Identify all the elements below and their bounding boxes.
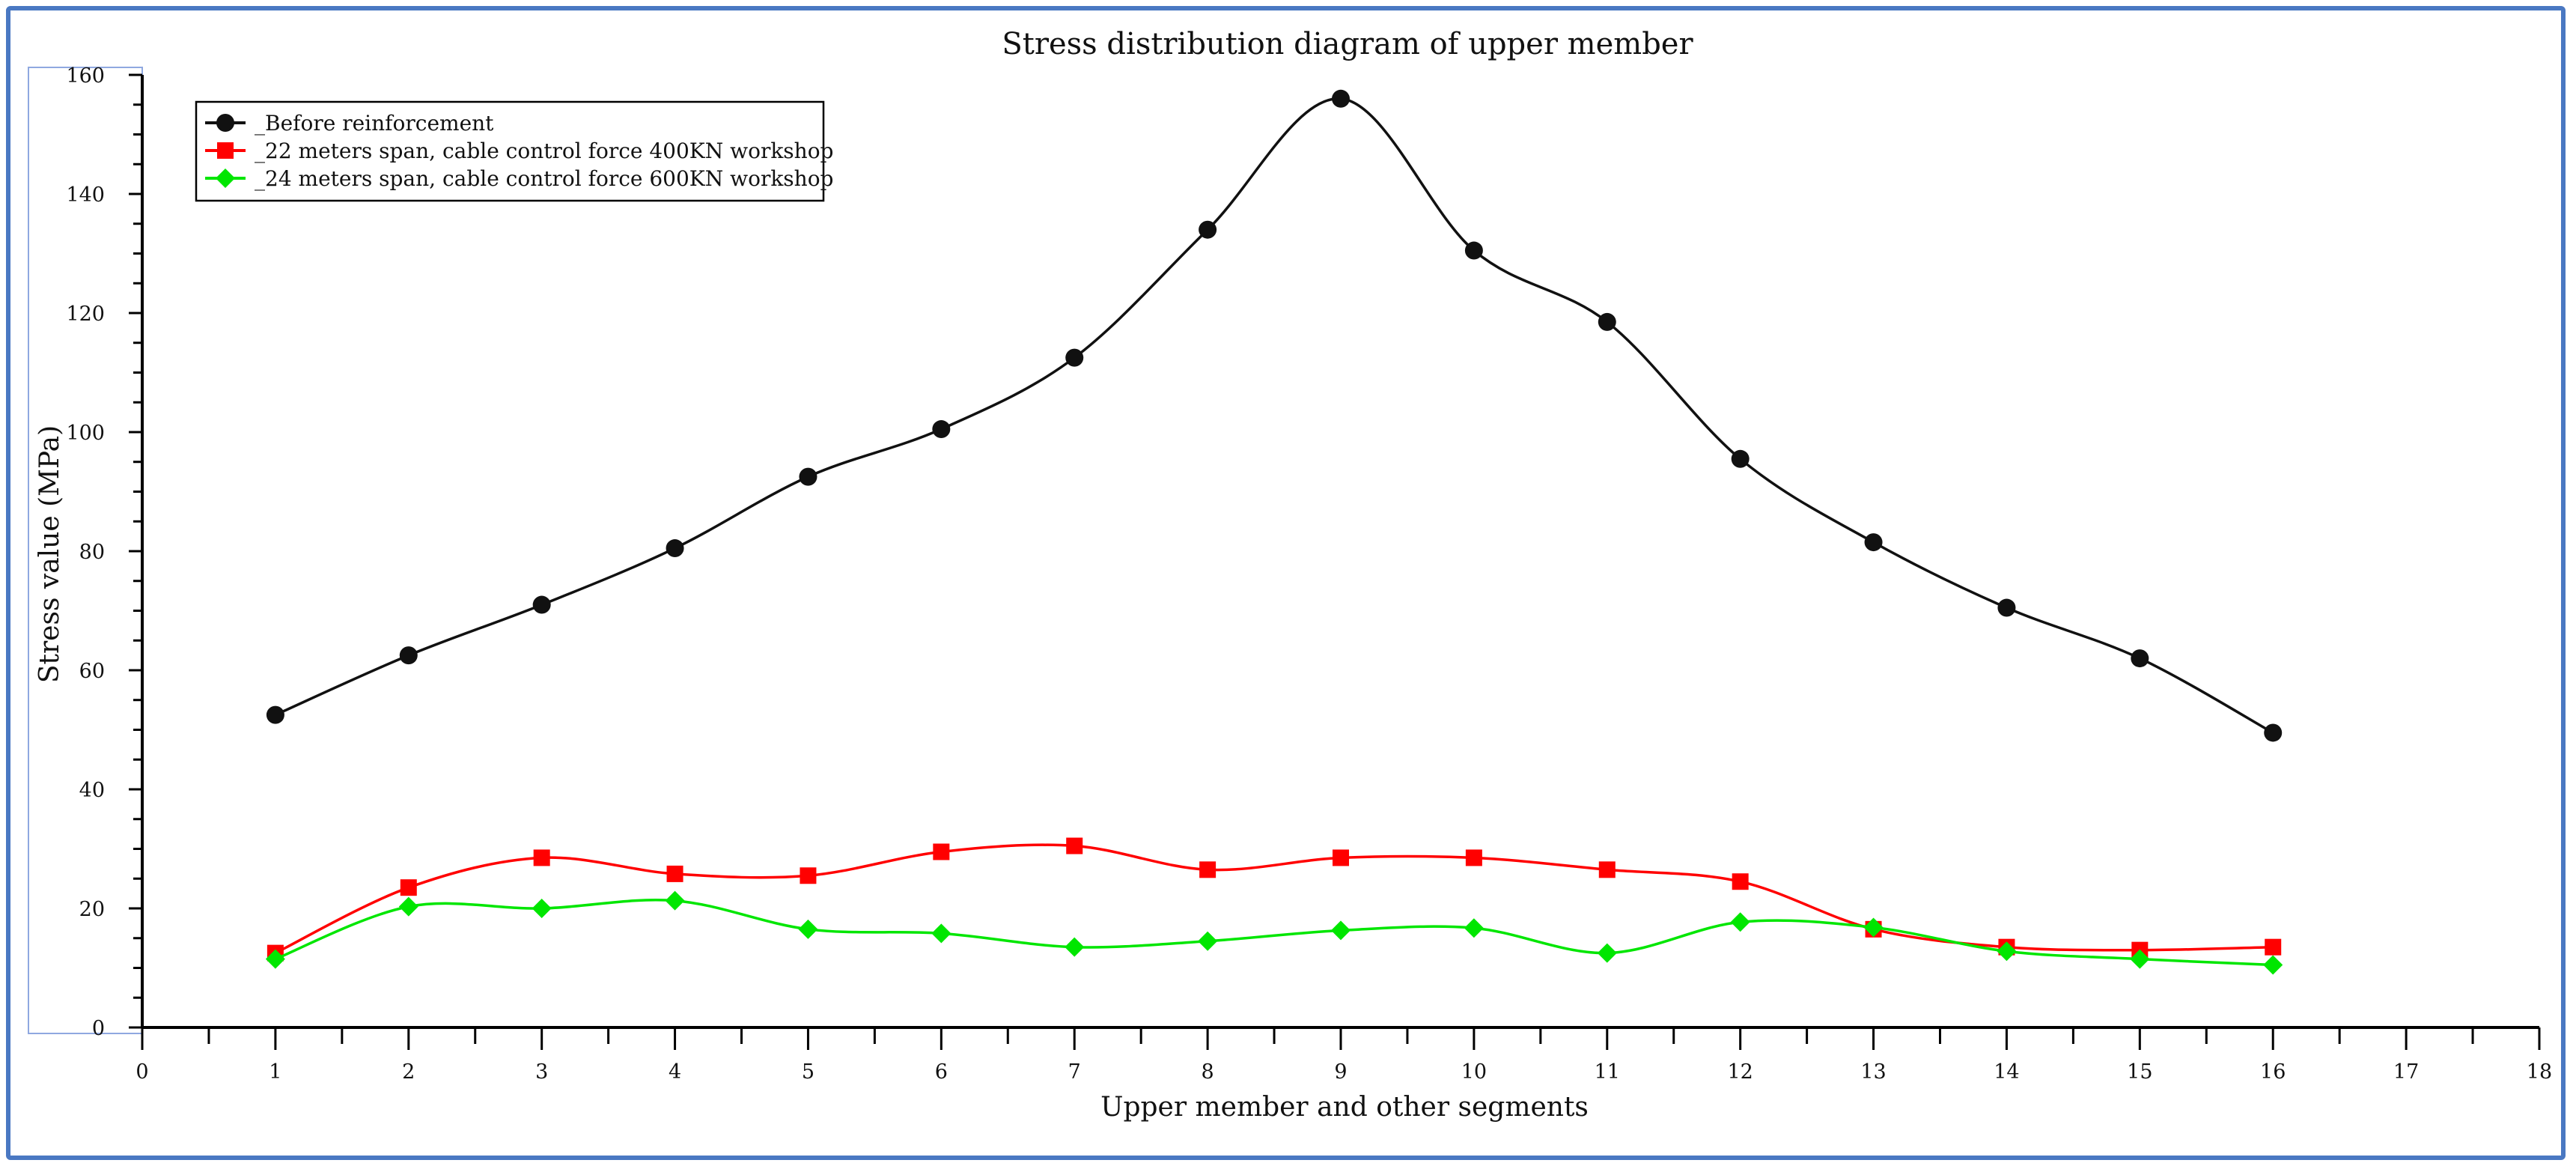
y-tick-label: 100: [66, 422, 105, 445]
data-point: [665, 890, 685, 911]
x-tick-label: 1: [269, 1060, 281, 1084]
data-point: [399, 646, 418, 665]
data-point: [1464, 918, 1484, 938]
x-tick-label: 14: [1994, 1060, 2019, 1084]
data-point: [2263, 955, 2283, 975]
data-point: [1597, 943, 1617, 963]
legend-entry: _Before reinforcement: [205, 111, 494, 136]
axes: [141, 75, 2539, 1029]
data-point: [1864, 533, 1883, 552]
y-tick-label: 60: [79, 660, 105, 683]
y-tick-label: 40: [79, 779, 105, 802]
x-tick-label: 18: [2527, 1060, 2552, 1084]
data-point: [2264, 723, 2283, 742]
x-tick-label: 15: [2127, 1060, 2152, 1084]
data-point: [1333, 849, 1349, 866]
x-tick-label: 11: [1595, 1060, 1620, 1084]
y-tick-label: 160: [66, 64, 105, 88]
data-point: [1465, 849, 1482, 866]
chart-title: Stress distribution diagram of upper mem…: [1002, 27, 1693, 61]
y-tick-label: 20: [79, 898, 105, 921]
data-point: [1331, 920, 1351, 941]
legend-swatch-marker: [216, 168, 235, 188]
data-point: [800, 867, 817, 884]
data-point: [2130, 949, 2150, 969]
x-tick-label: 5: [802, 1060, 814, 1084]
legend-swatch-marker: [217, 142, 234, 159]
y-tick-label: 140: [66, 183, 105, 207]
x-tick-label: 6: [935, 1060, 948, 1084]
x-tick-label: 9: [1334, 1060, 1347, 1084]
data-point: [1731, 449, 1750, 468]
series-line: [275, 97, 2274, 735]
series-1: [266, 89, 2283, 742]
x-tick-label: 10: [1461, 1060, 1487, 1084]
x-tick-label: 17: [2393, 1060, 2419, 1084]
legend-entry: _24 meters span, cable control force 600…: [205, 166, 833, 191]
y-tick-label: 120: [66, 303, 105, 326]
data-point: [1598, 861, 1616, 878]
series-2: [267, 837, 2282, 962]
data-point: [1066, 837, 1083, 854]
legend-entries: _Before reinforcement _22 meters span, ca…: [205, 111, 833, 191]
x-tick-label: 12: [1727, 1060, 1753, 1084]
data-point: [666, 865, 683, 882]
y-ticks: 0 20 40 60 80 100 120 140 160: [66, 64, 142, 1040]
data-point: [1199, 220, 1217, 239]
series-layer: [265, 89, 2283, 975]
data-point: [1198, 931, 1218, 951]
data-point: [1199, 861, 1217, 878]
data-point: [2131, 649, 2149, 668]
x-tick-label: 4: [669, 1060, 681, 1084]
data-point: [532, 899, 552, 918]
data-point: [1332, 89, 1350, 108]
legend-swatch-marker: [216, 114, 234, 132]
legend: _Before reinforcement _22 meters span, ca…: [195, 100, 833, 202]
x-axis-label: Upper member and other segments: [1100, 1092, 1589, 1123]
legend-label: _Before reinforcement: [255, 111, 494, 136]
data-point: [1065, 348, 1084, 367]
data-point: [666, 539, 684, 558]
data-point: [533, 849, 550, 866]
x-tick-label: 16: [2260, 1060, 2286, 1084]
x-tick-label: 7: [1068, 1060, 1081, 1084]
data-point: [532, 595, 551, 614]
x-ticks: 0 1 2 3 4 5 6 7 8 9 10 11 12 13 14 15 16 17 18: [136, 1027, 2552, 1084]
data-point: [799, 467, 817, 486]
series-line: [275, 843, 2274, 955]
legend-entry: _22 meters span, cable control force 400…: [205, 139, 833, 163]
data-point: [266, 705, 284, 724]
data-point: [931, 923, 951, 944]
data-point: [1065, 937, 1085, 957]
data-point: [400, 879, 417, 896]
y-axis-label: Stress value (MPa): [34, 425, 65, 683]
data-point: [798, 919, 818, 939]
y-tick-label: 0: [92, 1017, 105, 1040]
data-point: [265, 949, 285, 969]
data-point: [1598, 312, 1616, 331]
x-tick-label: 0: [136, 1060, 148, 1084]
x-tick-label: 8: [1202, 1060, 1214, 1084]
data-point: [1997, 598, 2016, 617]
series-line: [275, 898, 2274, 967]
data-point: [1732, 873, 1749, 890]
data-point: [398, 896, 418, 917]
data-point: [932, 420, 951, 439]
x-tick-label: 3: [535, 1060, 548, 1084]
data-point: [1863, 917, 1884, 938]
data-point: [933, 843, 950, 860]
data-point: [1464, 241, 1483, 260]
x-tick-label: 2: [402, 1060, 415, 1084]
legend-label: _24 meters span, cable control force 600…: [255, 166, 833, 191]
legend-box: [195, 100, 825, 202]
data-point: [2265, 938, 2282, 956]
x-tick-label: 13: [1860, 1060, 1886, 1084]
y-tick-label: 80: [79, 541, 105, 564]
series-3: [265, 890, 2283, 975]
data-point: [1730, 912, 1750, 932]
data-point: [1997, 941, 2017, 962]
legend-label: _22 meters span, cable control force 400…: [255, 139, 833, 163]
